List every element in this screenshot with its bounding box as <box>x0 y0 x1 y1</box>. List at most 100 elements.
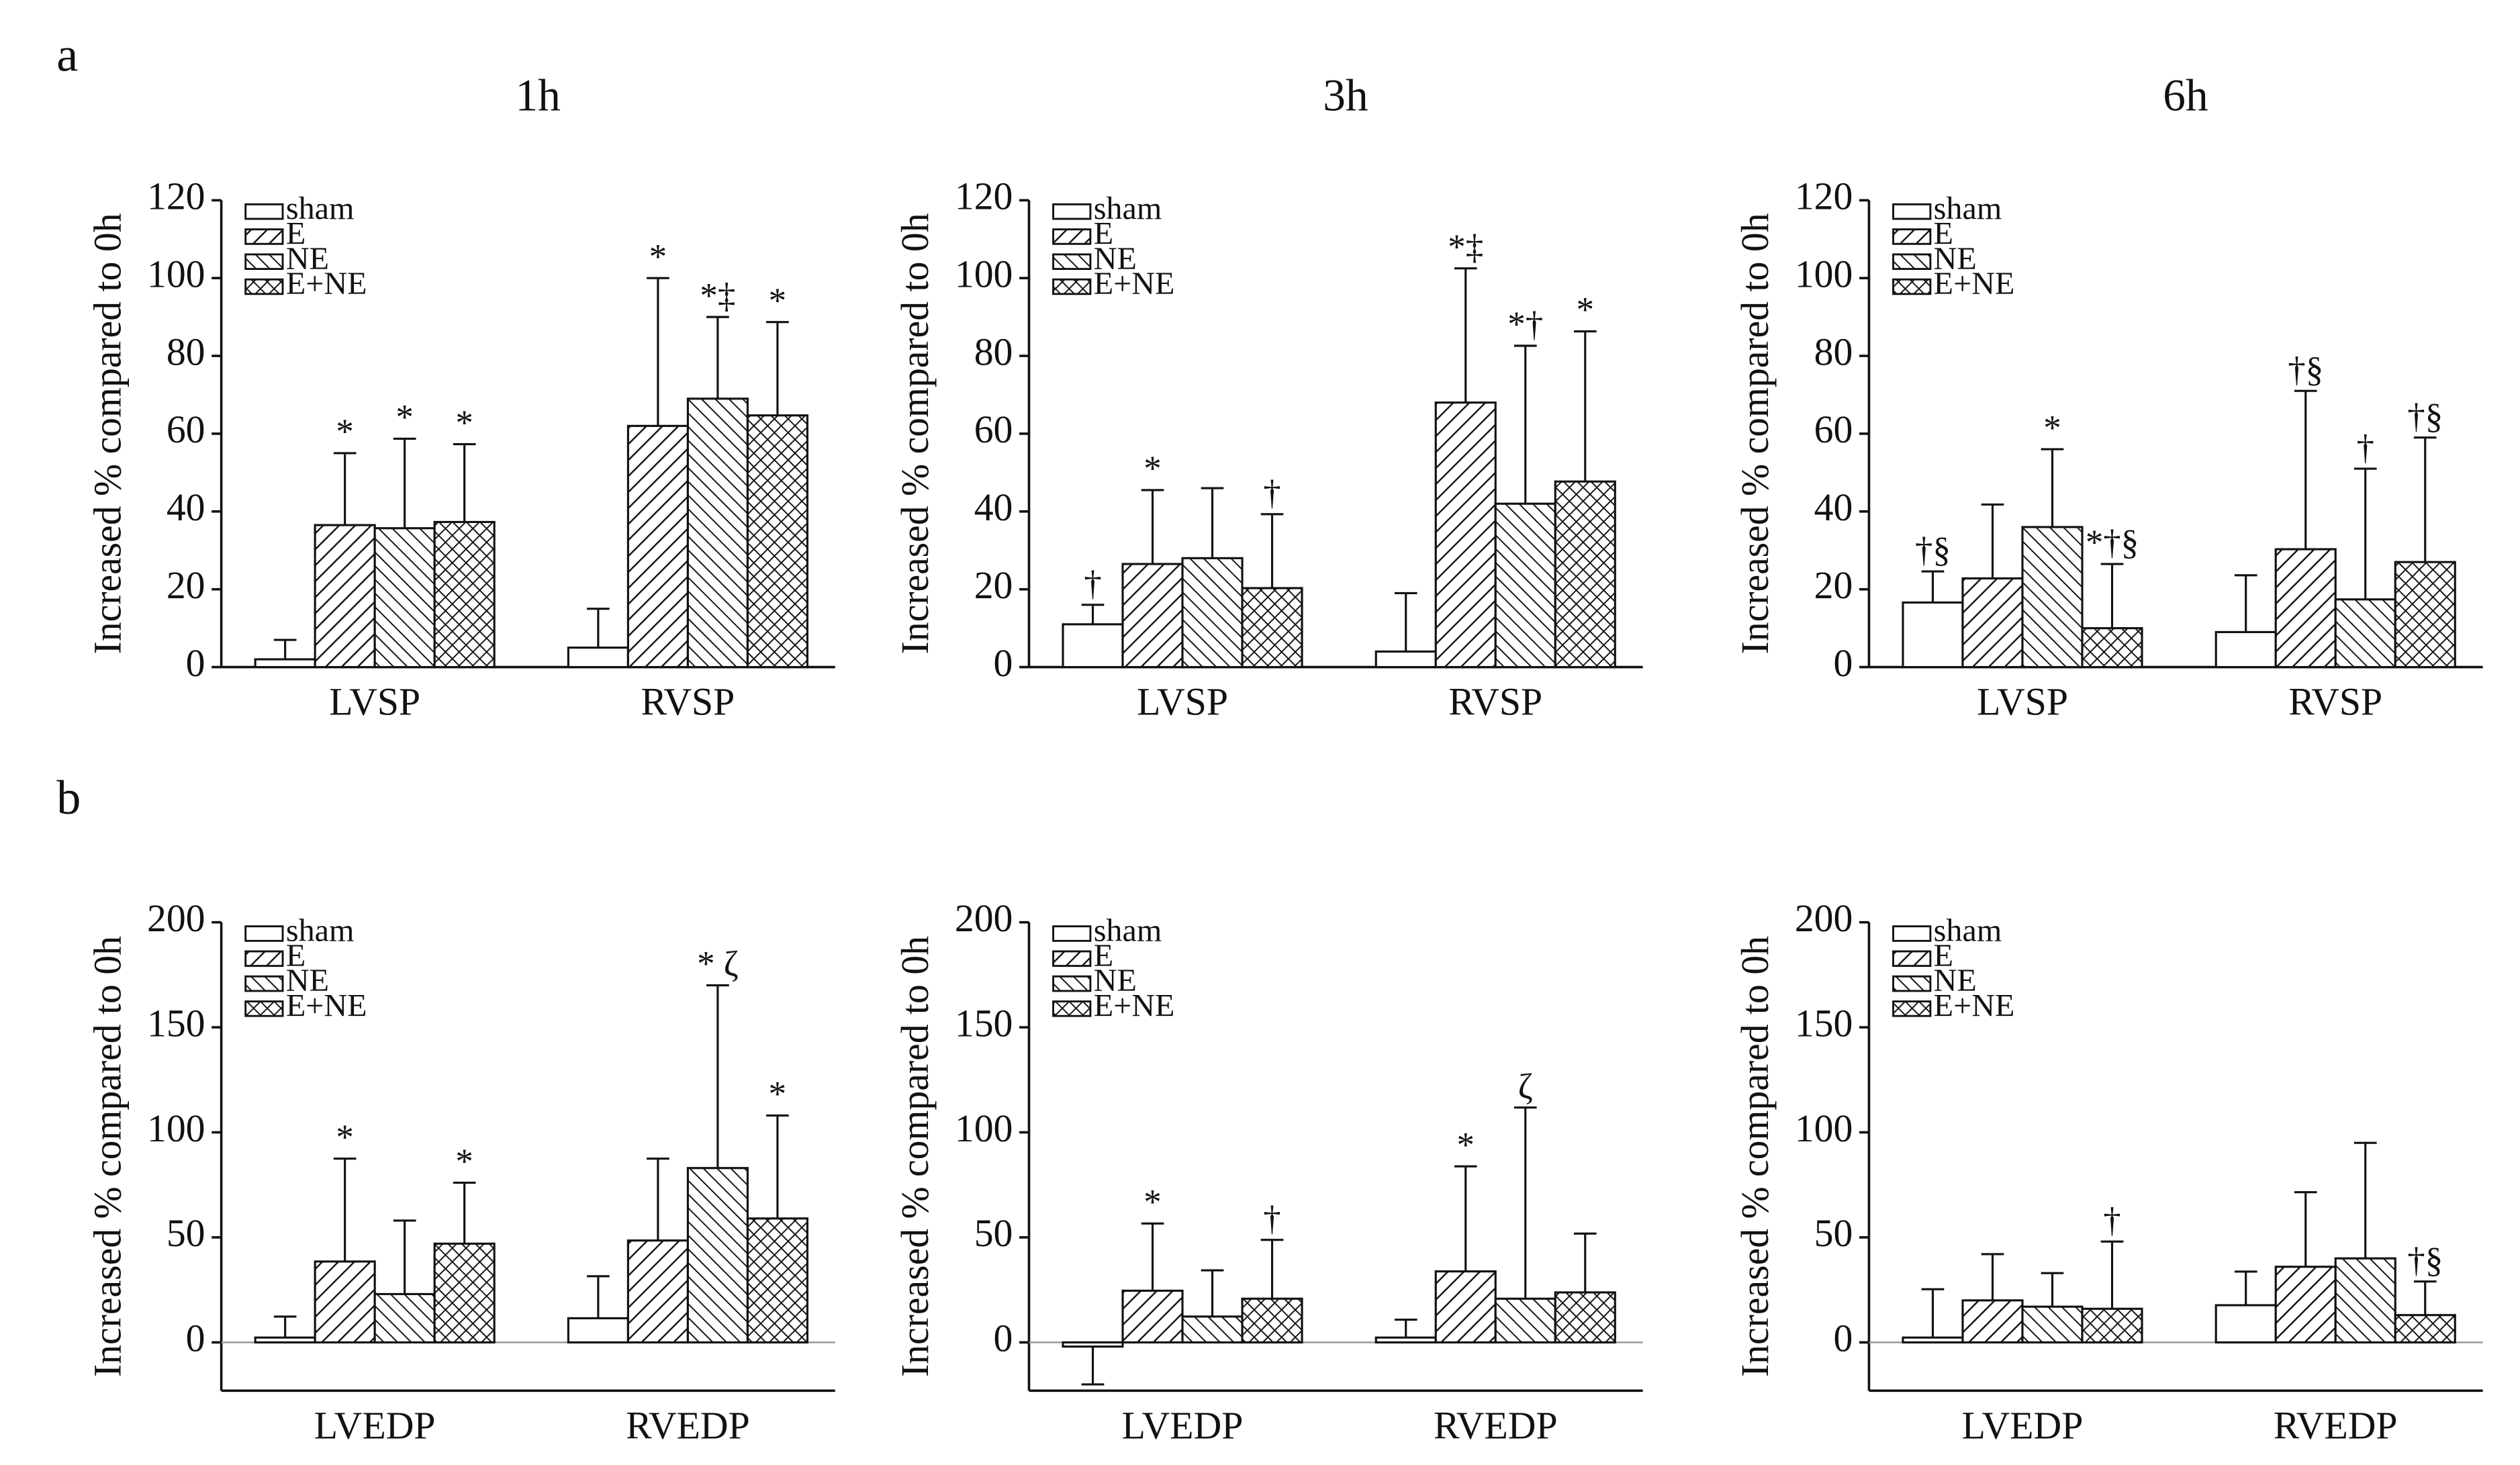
legend-label: E+NE <box>1094 988 1175 1023</box>
error-bar <box>2413 436 2437 563</box>
annotation: * <box>1144 450 1161 489</box>
legend-swatch <box>1052 203 1092 220</box>
y-axis-label: Increased % compared to 0h <box>1734 213 1777 654</box>
legend-swatch <box>1052 950 1092 967</box>
error-bar <box>1981 503 2004 579</box>
x-tick-label: RVSP <box>641 681 735 724</box>
annotation: †§ <box>2407 1241 2443 1280</box>
error-bar <box>453 443 476 522</box>
y-tick-label: 100 <box>1795 253 1853 295</box>
error-bar <box>1260 513 1284 588</box>
error-bar <box>1260 1239 1284 1299</box>
error-bar <box>2413 1280 2437 1315</box>
annotation: * <box>336 1118 353 1157</box>
legend-swatch <box>1052 278 1092 295</box>
error-bar <box>1081 604 1105 624</box>
bar <box>254 658 316 669</box>
x-tick-label: RVEDP <box>2274 1405 2398 1447</box>
legend-swatch <box>1052 253 1092 270</box>
legend-swatch <box>244 975 284 992</box>
x-tick-label: RVEDP <box>1434 1405 1558 1447</box>
bar <box>1062 1341 1124 1348</box>
x-tick-label: LVSP <box>1137 681 1228 724</box>
chart-title: 3h <box>1323 70 1368 121</box>
y-tick-label: 0 <box>186 643 205 685</box>
annotation: † <box>1263 474 1280 513</box>
error-bar <box>1981 1253 2004 1301</box>
bar <box>2334 598 2396 669</box>
error-bar <box>1201 487 1224 559</box>
y-tick-label: 0 <box>994 1318 1013 1360</box>
legend-label: NE <box>1934 241 1977 277</box>
error-bar <box>706 984 729 1168</box>
error-bar <box>1394 592 1417 652</box>
y-axis-label: Increased % compared to 0h <box>894 213 937 654</box>
legend-label: E+NE <box>286 266 367 301</box>
y-tick-label: 100 <box>955 1108 1013 1150</box>
error-bar <box>647 277 669 426</box>
x-tick-label: RVEDP <box>626 1405 750 1447</box>
annotation: ζ <box>1518 1067 1533 1106</box>
legend-swatch <box>1052 925 1092 942</box>
bar <box>2274 548 2337 669</box>
bar <box>1062 623 1124 669</box>
bar <box>1121 563 1184 669</box>
y-tick-label: 60 <box>974 409 1013 451</box>
bar <box>1181 1315 1244 1343</box>
legend-swatch <box>1892 1000 1932 1017</box>
y-tick-label: 150 <box>1795 1002 1853 1045</box>
error-bar <box>1201 1269 1224 1317</box>
y-tick-label: 100 <box>147 253 205 295</box>
bar <box>1961 1299 2024 1343</box>
y-tick-label: 0 <box>1834 1318 1853 1360</box>
y-tick-label: 150 <box>955 1002 1013 1045</box>
x-tick-label: RVSP <box>1448 681 1542 724</box>
legend-label: E+NE <box>1934 988 2015 1023</box>
bar <box>1961 577 2024 669</box>
error-bar <box>587 608 610 648</box>
annotation: * ζ <box>697 945 739 984</box>
bar <box>2214 630 2277 669</box>
y-tick-label: 50 <box>167 1213 205 1255</box>
annotation: *† <box>1507 305 1543 344</box>
legend-label: NE <box>1934 963 1977 998</box>
bar <box>626 1239 689 1343</box>
y-tick-label: 60 <box>167 409 205 451</box>
legend-label: E <box>286 216 306 251</box>
bar <box>254 1336 316 1343</box>
legend-swatch <box>1052 975 1092 992</box>
legend-swatch <box>1892 975 1932 992</box>
bar <box>1121 1289 1184 1343</box>
error-bar <box>453 1182 476 1244</box>
bar <box>314 1260 376 1343</box>
y-tick-label: 40 <box>974 487 1013 529</box>
legend-label: E <box>1094 938 1113 974</box>
error-bar <box>2234 1270 2257 1306</box>
annotation: † <box>1263 1199 1280 1238</box>
legend-label: E+NE <box>1094 266 1175 301</box>
error-bar <box>273 639 297 659</box>
bar <box>2081 1307 2143 1343</box>
chart-title: 6h <box>2163 70 2208 121</box>
bar <box>2021 526 2084 669</box>
annotation: *‡ <box>700 277 735 316</box>
legend-swatch <box>1892 925 1932 942</box>
legend-label: E <box>1934 216 1953 251</box>
bar <box>567 1317 629 1343</box>
annotation: * <box>455 1142 473 1181</box>
bar <box>2394 1314 2456 1343</box>
legend-label: NE <box>286 963 329 998</box>
y-tick-label: 150 <box>147 1002 205 1045</box>
chart-title: 1h <box>515 70 560 121</box>
y-tick-label: 20 <box>1814 565 1853 607</box>
legend-label: sham <box>286 913 355 949</box>
error-bar <box>2294 389 2317 550</box>
bar <box>314 524 376 669</box>
annotation: † <box>2103 1201 2120 1240</box>
error-bar <box>1513 1106 1537 1299</box>
legend-swatch <box>1892 950 1932 967</box>
bar <box>2334 1257 2396 1343</box>
bar <box>746 1217 808 1343</box>
x-tick-label: LVSP <box>329 681 420 724</box>
y-tick-label: 120 <box>147 176 205 218</box>
